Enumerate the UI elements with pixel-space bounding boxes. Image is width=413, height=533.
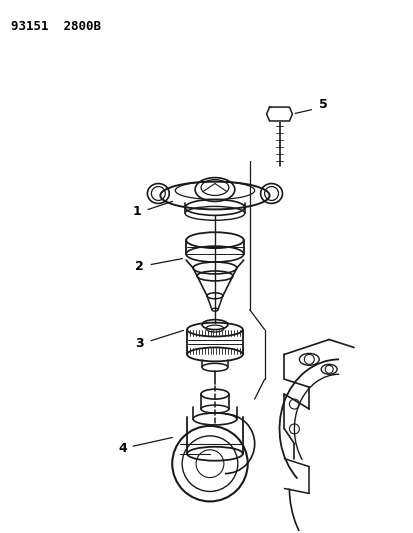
Text: 4: 4 — [118, 442, 127, 455]
Text: 3: 3 — [135, 337, 144, 351]
Text: 1: 1 — [132, 205, 141, 219]
Text: 93151  2800B: 93151 2800B — [11, 20, 101, 33]
Text: 2: 2 — [135, 260, 144, 273]
Polygon shape — [266, 107, 292, 121]
Text: 5: 5 — [318, 98, 327, 111]
